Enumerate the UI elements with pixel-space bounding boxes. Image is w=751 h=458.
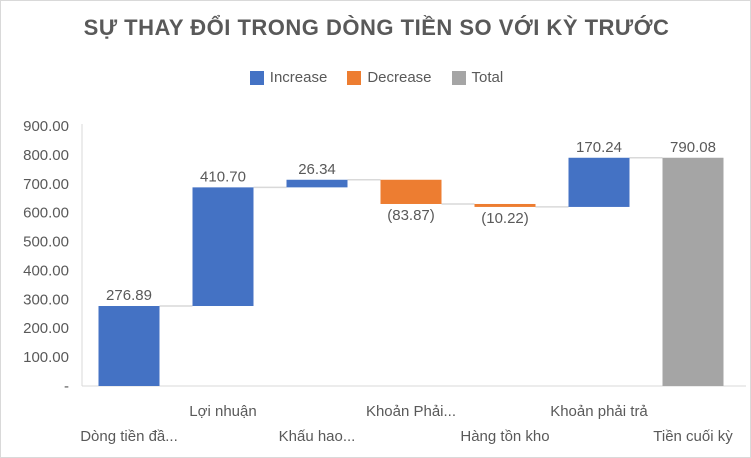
y-tick-label: 700.00 [23,176,69,193]
y-tick-label: 400.00 [23,262,69,279]
legend-swatch [451,70,466,85]
y-tick-label: - [64,378,69,395]
x-category-label: Lợi nhuận [189,403,256,420]
legend-item-total: Total [451,69,504,86]
data-label: 170.24 [576,139,622,156]
data-label: 26.34 [298,161,336,178]
data-label: (10.22) [481,210,529,227]
y-tick-label: 100.00 [23,349,69,366]
legend-item-increase: Increase [249,69,328,86]
y-tick-label: 600.00 [23,205,69,222]
legend-swatch [249,70,264,85]
y-tick-label: 800.00 [23,147,69,164]
x-category-label: Khấu hao... [279,428,356,445]
y-tick-label: 200.00 [23,320,69,337]
bar-increase [286,179,348,188]
legend-label: Increase [269,69,328,86]
data-label: 410.70 [200,168,246,185]
data-label: 276.89 [106,287,152,304]
x-category-label: Tiền cuối kỳ [653,428,733,445]
legend-item-decrease: Decrease [347,69,432,86]
chart-title: SỰ THAY ĐỔI TRONG DÒNG TIỀN SO VỚI KỲ TR… [83,15,670,40]
x-category-label: Hàng tồn kho [460,428,549,445]
bar-decrease [474,203,536,207]
data-label: 790.08 [670,139,716,156]
legend: Increase Decrease Total [1,69,750,86]
bar-increase [98,306,160,386]
bar-total [662,157,724,386]
y-tick-label: 900.00 [23,118,69,135]
x-category-label: Dòng tiền đầ... [80,428,178,445]
legend-label: Decrease [367,69,432,86]
data-label: (83.87) [387,207,435,224]
bar-decrease [380,179,442,204]
legend-label: Total [471,69,504,86]
bar-increase [568,157,630,207]
y-tick-label: 500.00 [23,234,69,251]
x-category-label: Khoản Phải... [366,403,456,420]
x-category-label: Khoản phải trả [550,403,648,420]
bar-increase [192,187,254,307]
legend-swatch [347,70,362,85]
y-tick-label: 300.00 [23,291,69,308]
